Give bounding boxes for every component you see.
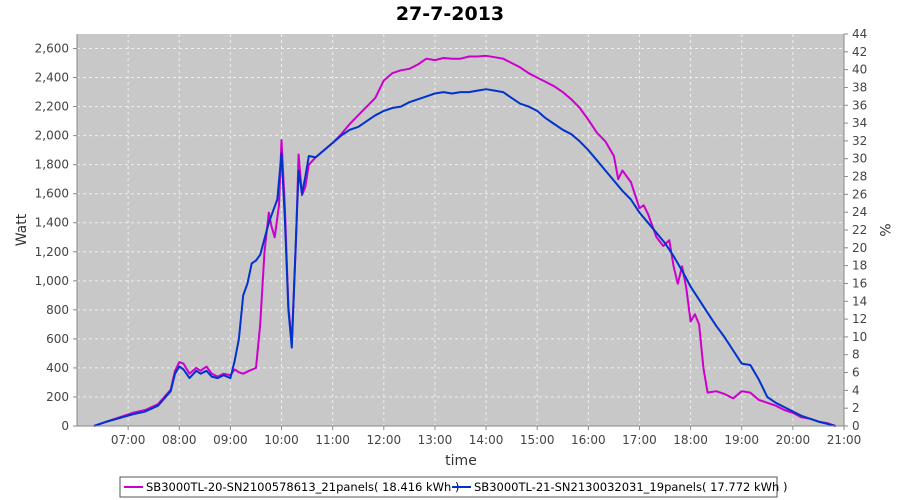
x-tick-label: 11:00 — [315, 433, 350, 447]
y2-tick-label: 40 — [852, 63, 867, 77]
y2-tick-label: 20 — [852, 241, 867, 255]
y-tick-label: 2,400 — [35, 71, 69, 85]
y2-tick-label: 28 — [852, 170, 867, 184]
y2-tick-label: 10 — [852, 330, 867, 344]
y-tick-label: 1,000 — [35, 274, 69, 288]
legend — [119, 476, 778, 498]
y-tick-label: 200 — [46, 390, 69, 404]
x-tick-label: 13:00 — [418, 433, 453, 447]
y2-tick-label: 44 — [852, 27, 867, 41]
y2-tick-label: 2 — [852, 401, 860, 415]
legend-label-series-1: SB3000TL-20-SN2100578613_21panels( 18.41… — [146, 480, 459, 494]
x-tick-label: 17:00 — [622, 433, 657, 447]
x-tick-label: 09:00 — [213, 433, 248, 447]
y2-tick-label: 6 — [852, 366, 860, 380]
x-tick-label: 12:00 — [367, 433, 402, 447]
y-tick-label: 400 — [46, 361, 69, 375]
y-tick-label: 1,600 — [35, 187, 69, 201]
y-tick-label: 1,800 — [35, 158, 69, 172]
y-tick-label: 1,200 — [35, 245, 69, 259]
y-tick-label: 0 — [61, 419, 69, 433]
y2-tick-label: 36 — [852, 98, 867, 112]
y2-tick-label: 22 — [852, 223, 867, 237]
x-tick-label: 21:00 — [827, 433, 862, 447]
y-axis-title: Watt — [14, 213, 30, 246]
y2-tick-label: 24 — [852, 205, 867, 219]
y2-tick-label: 4 — [852, 383, 860, 397]
plot-area — [77, 34, 844, 426]
y2-tick-label: 30 — [852, 152, 867, 166]
y2-tick-label: 32 — [852, 134, 867, 148]
y2-tick-label: 16 — [852, 276, 867, 290]
y-tick-label: 2,200 — [35, 100, 69, 114]
y2-axis-title: % — [876, 223, 892, 236]
y2-tick-label: 38 — [852, 80, 867, 94]
x-axis-title: time — [445, 453, 477, 469]
legend-label-series-2: SB3000TL-21-SN2130032031_19panels( 17.77… — [474, 480, 787, 494]
y2-tick-label: 0 — [852, 419, 860, 433]
x-tick-label: 16:00 — [571, 433, 606, 447]
y2-tick-label: 8 — [852, 348, 860, 362]
x-tick-label: 10:00 — [264, 433, 299, 447]
chart-title: 27-7-2013 — [396, 3, 504, 25]
series-line-1 — [93, 54, 836, 427]
x-tick-label: 08:00 — [162, 433, 197, 447]
y-tick-label: 600 — [46, 332, 69, 346]
y2-tick-label: 26 — [852, 187, 867, 201]
y-tick-label: 800 — [46, 303, 69, 317]
y2-tick-label: 12 — [852, 312, 867, 326]
x-tick-label: 15:00 — [520, 433, 555, 447]
y-tick-label: 2,000 — [35, 129, 69, 143]
y-tick-label: 1,400 — [35, 216, 69, 230]
x-tick-label: 19:00 — [724, 433, 759, 447]
y2-tick-label: 34 — [852, 116, 867, 130]
x-tick-label: 14:00 — [469, 433, 504, 447]
series-line-2 — [93, 88, 836, 427]
x-tick-label: 07:00 — [111, 433, 146, 447]
y2-tick-label: 42 — [852, 45, 867, 59]
y-tick-label: 2,600 — [35, 42, 69, 56]
x-tick-label: 20:00 — [776, 433, 811, 447]
y2-tick-label: 14 — [852, 294, 867, 308]
x-tick-label: 18:00 — [673, 433, 708, 447]
y2-tick-label: 18 — [852, 259, 867, 273]
